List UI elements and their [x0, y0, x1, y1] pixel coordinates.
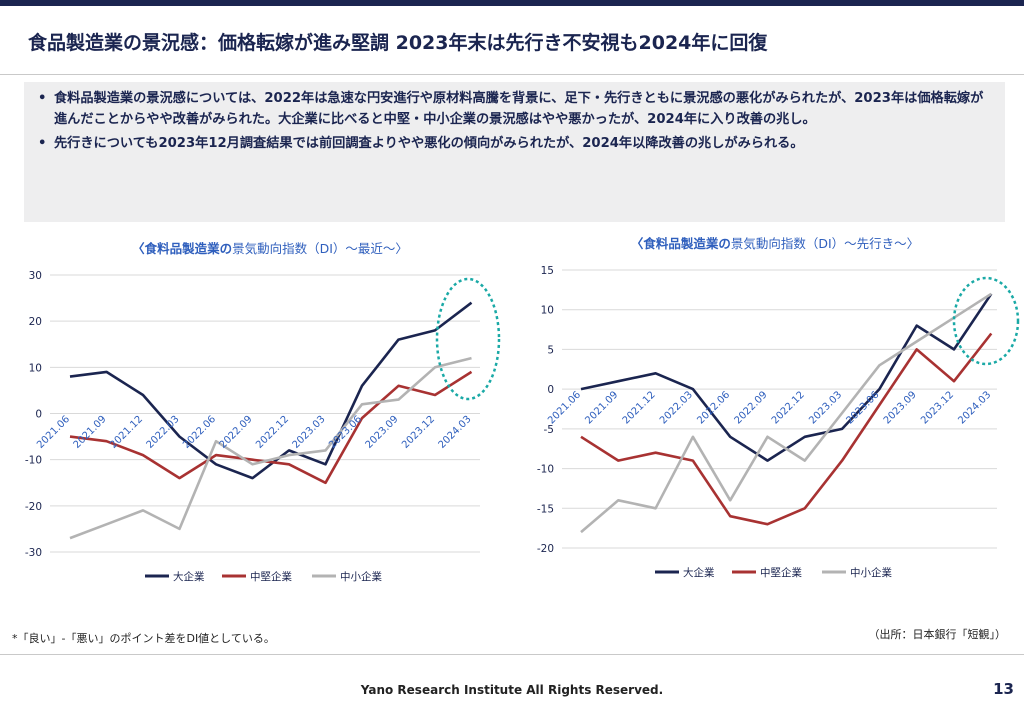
legend-label: 中堅企業 — [760, 566, 802, 579]
x-tick-label: 2022.09 — [218, 414, 255, 451]
y-tick-label: 0 — [35, 409, 42, 421]
x-tick-label: 2022.06 — [695, 389, 732, 426]
chart-title-rest: 景気動向指数（DI）～最近～〉 — [232, 241, 408, 256]
y-tick-label: -5 — [544, 424, 554, 436]
y-tick-label: -10 — [537, 464, 554, 476]
y-tick-label: 0 — [547, 384, 554, 396]
x-tick-label: 2021.12 — [621, 389, 658, 426]
legend-label: 大企業 — [683, 566, 715, 579]
y-tick-label: 30 — [29, 270, 42, 282]
legend-label: 中小企業 — [850, 566, 892, 579]
x-tick-label: 2023.12 — [919, 389, 956, 426]
x-tick-label: 2023.12 — [400, 414, 437, 451]
y-tick-label: 20 — [29, 316, 42, 328]
x-tick-label: 2022.12 — [770, 389, 807, 426]
title-divider — [0, 74, 1024, 75]
series-line-large — [69, 301, 473, 480]
y-tick-label: 10 — [541, 305, 554, 317]
x-tick-label: 2024.03 — [956, 389, 993, 426]
chart-title-outlook: 〈食料品製造業の景気動向指数（DI）～先行き～〉 — [560, 233, 990, 252]
chart-title-rest: 景気動向指数（DI）～先行き～〉 — [730, 236, 920, 251]
y-tick-label: -20 — [25, 501, 42, 513]
x-tick-label: 2023.03 — [807, 389, 844, 426]
series-line-mid — [69, 370, 473, 485]
y-tick-label: 15 — [541, 265, 554, 277]
summary-box: 食料品製造業の景況感については、2022年は急速な円安進行や原材料高騰を背景に、… — [24, 82, 1005, 222]
copyright-footer: Yano Research Institute All Rights Reser… — [360, 683, 664, 697]
series-line-large — [580, 293, 993, 462]
footer-divider — [0, 654, 1024, 655]
highlight-ring — [435, 277, 501, 401]
chart-title-bold: 〈食料品製造業の — [132, 241, 233, 256]
series-line-small — [69, 356, 472, 540]
series-line-mid — [580, 332, 993, 526]
x-tick-label: 2022.06 — [181, 414, 218, 451]
chart-title-recent: 〈食料品製造業の景気動向指数（DI）～最近～〉 — [60, 238, 480, 257]
x-tick-label: 2023.03 — [291, 414, 328, 451]
series-line-small — [580, 292, 993, 534]
y-tick-label: 5 — [547, 344, 554, 356]
x-tick-label: 2022.03 — [658, 389, 695, 426]
y-tick-label: -15 — [537, 503, 554, 515]
y-tick-label: -20 — [537, 543, 554, 555]
x-tick-label: 2023.09 — [364, 414, 401, 451]
footnote: *「良い」-「悪い」のポイント差をDI値としている。 — [12, 632, 275, 645]
summary-bullet: 先行きについても2023年12月調査結果では前回調査よりやや悪化の傾向がみられた… — [38, 133, 991, 154]
page-number: 13 — [993, 680, 1014, 698]
chart-title-bold: 〈食料品製造業の — [630, 236, 731, 251]
x-tick-label: 2021.12 — [108, 414, 145, 451]
x-tick-label: 2021.09 — [583, 389, 620, 426]
y-tick-label: -10 — [25, 455, 42, 467]
top-accent-bar — [0, 0, 1024, 6]
y-tick-label: 10 — [29, 362, 42, 374]
x-tick-label: 2021.09 — [72, 414, 109, 451]
legend-label: 中小企業 — [340, 570, 382, 583]
x-tick-label: 2022.09 — [733, 389, 770, 426]
x-tick-label: 2022.12 — [254, 414, 291, 451]
source-note: （出所：日本銀行「短観」） — [868, 628, 1007, 641]
highlight-ring — [952, 276, 1020, 366]
legend-label: 大企業 — [173, 570, 205, 583]
page-title: 食品製造業の景況感：価格転嫁が進み堅調 2023年末は先行き不安視も2024年に… — [28, 32, 768, 54]
y-tick-label: -30 — [25, 547, 42, 559]
legend-label: 中堅企業 — [250, 570, 292, 583]
x-tick-label: 2024.03 — [437, 414, 474, 451]
summary-bullet: 食料品製造業の景況感については、2022年は急速な円安進行や原材料高騰を背景に、… — [38, 88, 991, 130]
